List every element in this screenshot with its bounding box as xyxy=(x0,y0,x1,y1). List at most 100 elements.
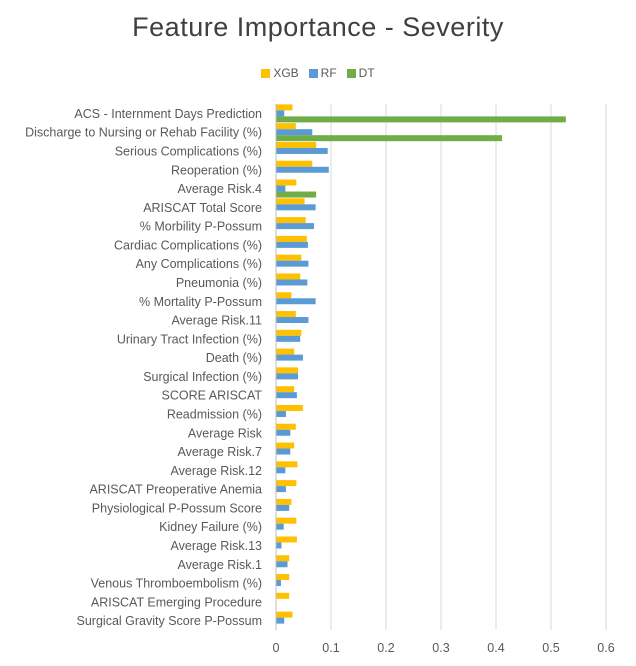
bar-xgb xyxy=(276,254,302,261)
bar-xgb xyxy=(276,179,297,186)
x-tick-label: 0 xyxy=(273,641,280,655)
bar-xgb xyxy=(276,141,317,148)
bar-rf xyxy=(276,523,284,530)
bar-rf xyxy=(276,110,285,117)
bar-rf xyxy=(276,317,309,324)
bar-xgb xyxy=(276,348,295,355)
bar-dt xyxy=(276,135,503,142)
x-tick-label: 0.4 xyxy=(487,641,504,655)
category-label: % Mortality P-Possum xyxy=(139,295,262,309)
category-label: Surgical Infection (%) xyxy=(143,370,262,384)
category-label: Venous Thromboembolism (%) xyxy=(91,577,262,591)
bar-dt xyxy=(276,116,566,123)
category-label: Average Risk.11 xyxy=(171,314,262,328)
legend-swatch-rf xyxy=(308,68,318,78)
bar-xgb xyxy=(276,536,297,543)
legend-label-rf: RF xyxy=(320,66,337,80)
category-label: Average Risk xyxy=(188,426,263,440)
bar-rf xyxy=(276,617,285,624)
legend-swatch-dt xyxy=(346,68,356,78)
bar-rf xyxy=(276,354,303,361)
bar-xgb xyxy=(276,442,295,449)
bar-xgb xyxy=(276,611,293,618)
bar-xgb xyxy=(276,198,305,205)
category-label: Cardiac Complications (%) xyxy=(114,238,262,252)
bar-rf xyxy=(276,223,314,230)
category-label: Death (%) xyxy=(206,351,262,365)
bar-xgb xyxy=(276,292,292,299)
bar-rf xyxy=(276,260,309,267)
bar-xgb xyxy=(276,104,293,111)
bar-xgb xyxy=(276,555,290,562)
x-tick-label: 0.3 xyxy=(432,641,449,655)
bar-xgb xyxy=(276,423,296,430)
bar-rf xyxy=(276,467,286,474)
x-tick-label: 0.5 xyxy=(542,641,559,655)
category-label: Average Risk.4 xyxy=(177,182,262,196)
legend-label-xgb: XGB xyxy=(273,66,299,80)
category-label: SCORE ARISCAT xyxy=(162,389,263,403)
bar-xgb xyxy=(276,235,307,242)
category-label: Readmission (%) xyxy=(167,407,262,421)
bar-rf xyxy=(276,298,316,305)
bar-xgb xyxy=(276,367,298,374)
legend-swatch-xgb xyxy=(261,68,271,78)
x-tick-label: 0.2 xyxy=(377,641,394,655)
legend-item-xgb: XGB xyxy=(261,66,299,80)
bar-rf xyxy=(276,504,290,511)
bar-dt xyxy=(276,191,317,198)
legend-item-rf: RF xyxy=(308,66,337,80)
category-label: Serious Complications (%) xyxy=(115,144,262,158)
bar-xgb xyxy=(276,329,302,336)
bar-xgb xyxy=(276,517,297,524)
bar-rf xyxy=(276,147,328,154)
bar-rf xyxy=(276,561,288,568)
bar-rf xyxy=(276,429,291,436)
bar-xgb xyxy=(276,574,290,581)
category-label: Physiological P-Possum Score xyxy=(92,501,262,515)
category-label: Reoperation (%) xyxy=(171,163,262,177)
chart-title: Feature Importance - Severity xyxy=(132,12,504,42)
bar-rf xyxy=(276,241,308,248)
category-label: Pneumonia (%) xyxy=(176,276,262,290)
bar-rf xyxy=(276,486,286,493)
legend-label-dt: DT xyxy=(358,66,375,80)
category-label: Average Risk.1 xyxy=(177,558,262,572)
bar-xgb xyxy=(276,592,290,599)
bar-xgb xyxy=(276,498,292,505)
bar-xgb xyxy=(276,461,298,468)
bar-rf xyxy=(276,373,298,380)
category-label: Average Risk.12 xyxy=(171,464,263,478)
bar-rf xyxy=(276,410,286,417)
bar-xgb xyxy=(276,160,313,167)
bar-rf xyxy=(276,166,329,173)
bar-rf xyxy=(276,129,313,136)
category-label: ARISCAT Preoperative Anemia xyxy=(89,483,262,497)
bar-rf xyxy=(276,204,316,211)
bar-rf xyxy=(276,580,281,587)
bar-rf xyxy=(276,392,297,399)
bar-xgb xyxy=(276,123,296,130)
category-label: Any Complications (%) xyxy=(136,257,262,271)
bar-xgb xyxy=(276,273,301,280)
bar-rf xyxy=(276,279,308,286)
category-label: ARISCAT Total Score xyxy=(143,201,262,215)
chart-legend: XGB RF DT xyxy=(0,66,636,80)
category-label: Kidney Failure (%) xyxy=(159,520,262,534)
bar-xgb xyxy=(276,217,306,224)
bar-rf xyxy=(276,542,282,549)
category-label: Urinary Tract Infection (%) xyxy=(117,332,262,346)
bar-xgb xyxy=(276,480,297,487)
bar-xgb xyxy=(276,386,295,393)
bar-xgb xyxy=(276,311,296,318)
category-label: ACS - Internment Days Prediction xyxy=(74,107,262,121)
category-label: Surgical Gravity Score P-Possum xyxy=(77,614,262,628)
category-label: ARISCAT Emerging Procedure xyxy=(91,595,262,609)
category-label: Average Risk.7 xyxy=(177,445,262,459)
bar-rf xyxy=(276,335,301,342)
legend-item-dt: DT xyxy=(346,66,375,80)
x-tick-label: 0.1 xyxy=(322,641,339,655)
category-label: Average Risk.13 xyxy=(171,539,263,553)
bar-xgb xyxy=(276,404,303,411)
